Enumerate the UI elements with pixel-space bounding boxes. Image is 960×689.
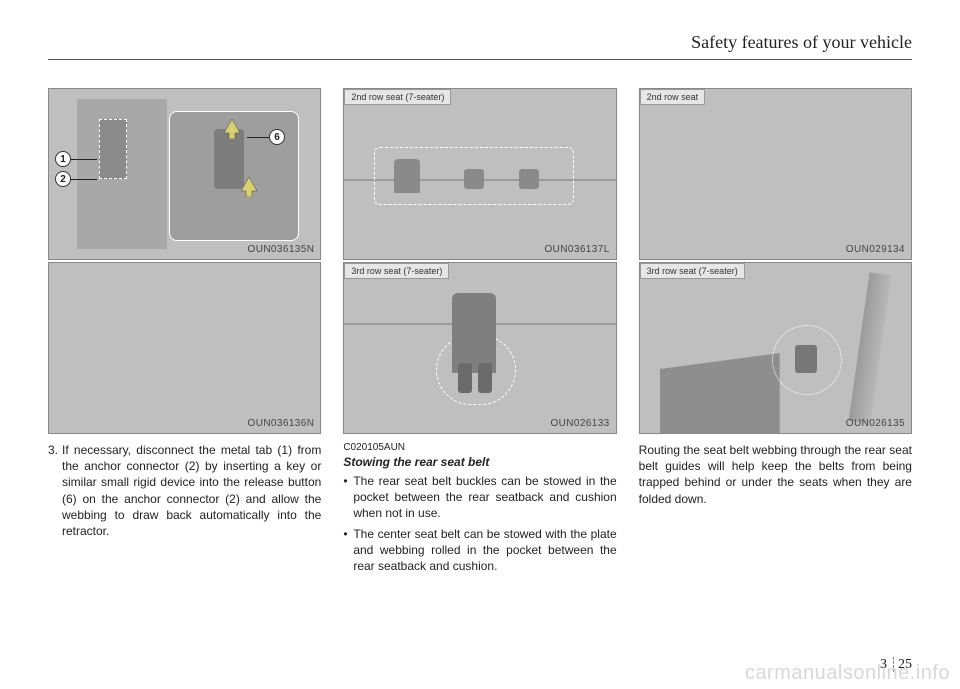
callout-2: 2 (55, 171, 71, 187)
body-text: 3. If necessary, disconnect the metal ta… (48, 442, 321, 539)
figure-top-label: 3rd row seat (7-seater) (640, 263, 745, 279)
subhead: Stowing the rear seat belt (343, 455, 616, 469)
figure-2nd-row-route: 2nd row seat OUN029134 (639, 88, 912, 260)
figure-code: OUN029134 (846, 244, 905, 255)
list-item: 3. If necessary, disconnect the metal ta… (48, 442, 321, 539)
column-1: 1 2 6 OUN036135N OUN036136N 3. If necess… (48, 88, 321, 578)
figure-code: OUN026135 (846, 418, 905, 429)
arrow-up-icon (241, 177, 257, 197)
bullet-list: The rear seat belt buckles can be stowed… (343, 473, 616, 578)
figure-code: OUN036136N (248, 418, 315, 429)
figure-anchor-connector-2: OUN036136N (48, 262, 321, 434)
figure-code: OUN036137L (545, 244, 610, 255)
page-header: Safety features of your vehicle (48, 32, 912, 60)
figure-code: OUN026133 (550, 418, 609, 429)
arrow-up-icon (224, 119, 240, 139)
list-item: The center seat belt can be stowed with … (343, 526, 616, 575)
figure-top-label: 2nd row seat (7-seater) (344, 89, 451, 105)
watermark: carmanualsonline.info (745, 662, 950, 685)
paragraph: Routing the seat belt webbing through th… (639, 442, 912, 507)
column-2: 2nd row seat (7-seater) OUN036137L 3rd r… (343, 88, 616, 578)
callout-6: 6 (269, 129, 285, 145)
figure-code: OUN036135N (248, 244, 315, 255)
callout-1: 1 (55, 151, 71, 167)
figure-anchor-connector: 1 2 6 OUN036135N (48, 88, 321, 260)
figure-top-label: 2nd row seat (640, 89, 706, 105)
figure-2nd-row-stow: 2nd row seat (7-seater) OUN036137L (343, 88, 616, 260)
figure-3rd-row-stow: 3rd row seat (7-seater) OUN026133 (343, 262, 616, 434)
column-3: 2nd row seat OUN029134 3rd row seat (7-s… (639, 88, 912, 578)
section-title: Safety features of your vehicle (691, 32, 912, 52)
columns: 1 2 6 OUN036135N OUN036136N 3. If necess… (48, 88, 912, 578)
body-text: Routing the seat belt webbing through th… (639, 442, 912, 511)
subhead-code: C020105AUN (343, 442, 616, 453)
figure-3rd-row-route: 3rd row seat (7-seater) OUN026135 (639, 262, 912, 434)
figure-top-label: 3rd row seat (7-seater) (344, 263, 449, 279)
list-item: The rear seat belt buckles can be stowed… (343, 473, 616, 522)
